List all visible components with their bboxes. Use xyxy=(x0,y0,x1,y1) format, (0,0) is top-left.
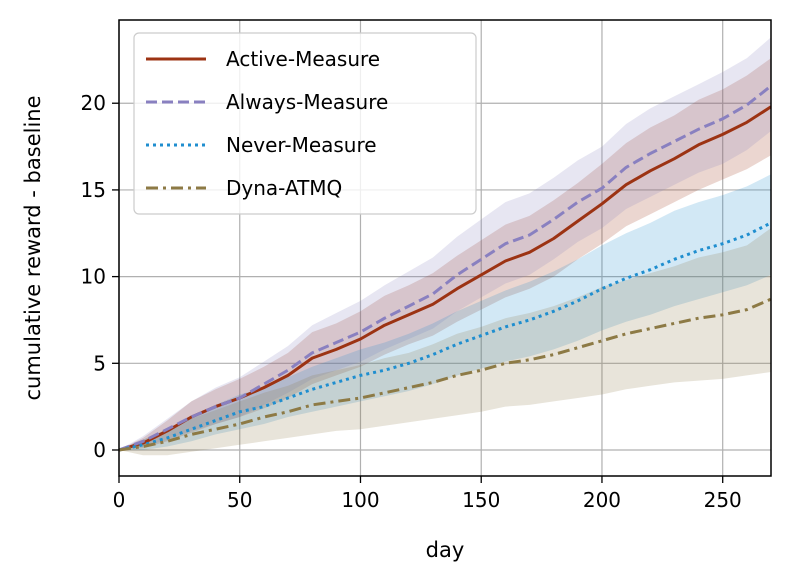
band-never-measure xyxy=(119,174,771,451)
x-tick-label: 0 xyxy=(113,488,126,512)
y-tick-label: 5 xyxy=(93,351,106,375)
band-active-measure xyxy=(119,58,771,450)
plot-frame xyxy=(118,19,772,477)
axis-ticks: 0 50 100 150 200 250 0 5 10 15 20 xyxy=(81,91,742,512)
legend: Active-Measure Always-Measure Never-Meas… xyxy=(133,32,477,215)
legend-label-active-measure: Active-Measure xyxy=(226,47,380,71)
line-dyna-atmq xyxy=(119,297,771,452)
legend-label-dyna-atmq: Dyna-ATMQ xyxy=(226,176,342,200)
legend-label-never-measure: Never-Measure xyxy=(226,133,377,157)
x-tick-label: 250 xyxy=(704,488,742,512)
y-axis-label: cumulative reward - baseline xyxy=(21,95,45,400)
x-tick-label: 150 xyxy=(462,488,500,512)
y-tick-label: 15 xyxy=(81,178,106,202)
series-lines xyxy=(119,84,771,452)
y-tick-label: 20 xyxy=(81,91,106,115)
band-always-measure xyxy=(119,37,771,451)
x-axis-label: day xyxy=(426,538,465,562)
x-tick-label: 100 xyxy=(341,488,379,512)
line-never-measure xyxy=(119,221,771,452)
confidence-bands xyxy=(119,37,771,456)
x-tick-label: 50 xyxy=(227,488,252,512)
band-dyna-atmq xyxy=(119,228,771,456)
y-tick-label: 0 xyxy=(93,438,106,462)
line-always-measure xyxy=(119,84,771,452)
x-tick-label: 200 xyxy=(583,488,621,512)
legend-box xyxy=(133,32,477,215)
legend-label-always-measure: Always-Measure xyxy=(226,90,388,114)
y-tick-label: 10 xyxy=(81,265,106,289)
